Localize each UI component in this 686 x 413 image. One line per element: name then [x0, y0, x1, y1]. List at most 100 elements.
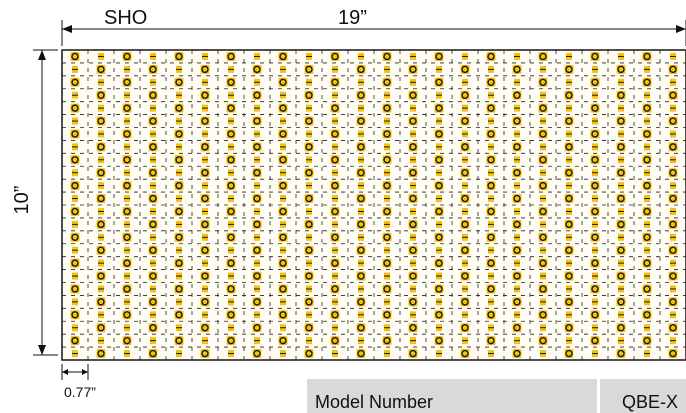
led-lens — [617, 91, 625, 99]
led-lens — [357, 65, 365, 74]
led-lens — [435, 181, 443, 190]
led-lens — [539, 285, 547, 293]
led-lens — [669, 91, 677, 99]
led-lens — [97, 220, 105, 229]
led-lens — [175, 52, 183, 61]
led-lens — [201, 194, 209, 203]
led-lens — [435, 130, 443, 138]
led-lens — [201, 349, 209, 358]
led-lens — [539, 259, 547, 267]
led-lens — [617, 220, 625, 229]
led-lens — [643, 181, 651, 190]
led-lens — [591, 311, 599, 319]
led-lens — [71, 259, 79, 267]
led-lens — [305, 324, 313, 332]
led-lens — [513, 169, 521, 177]
led-lens — [539, 336, 547, 345]
led-lens — [591, 156, 599, 164]
led-lens — [279, 207, 287, 216]
led-lens — [279, 78, 287, 86]
led-lens — [435, 207, 443, 216]
led-lens — [97, 117, 105, 125]
led-lens — [435, 156, 443, 164]
led-lens — [669, 349, 677, 358]
led-lens — [331, 311, 339, 319]
led-lens — [487, 78, 495, 86]
led-lens — [175, 78, 183, 86]
led-lens — [253, 298, 261, 306]
led-lens — [253, 194, 261, 203]
width-arrow-right — [676, 25, 686, 33]
led-lens — [357, 298, 365, 306]
led-lens — [461, 91, 469, 99]
led-lens — [305, 91, 313, 99]
led-lens — [669, 65, 677, 74]
led-lens — [409, 246, 417, 254]
led-lens — [201, 143, 209, 151]
led-lens — [253, 117, 261, 125]
led-lens — [149, 272, 157, 280]
led-lens — [71, 130, 79, 138]
led-lens — [357, 143, 365, 151]
led-lens — [175, 233, 183, 241]
led-lens — [409, 324, 417, 332]
led-lens — [435, 104, 443, 112]
led-lens — [539, 156, 547, 164]
led-lens — [253, 324, 261, 332]
led-lens — [71, 207, 79, 216]
led-lens — [357, 91, 365, 99]
led-lens — [539, 207, 547, 216]
led-lens — [383, 156, 391, 164]
led-lens — [149, 298, 157, 306]
led-lens — [331, 156, 339, 164]
led-lens — [669, 169, 677, 177]
led-lens — [435, 259, 443, 267]
led-lens — [253, 65, 261, 74]
led-lens — [175, 207, 183, 216]
led-lens — [435, 78, 443, 86]
led-lens — [513, 246, 521, 254]
led-lens — [591, 52, 599, 61]
led-lens — [149, 349, 157, 358]
led-lens — [565, 194, 573, 203]
led-lens — [97, 194, 105, 203]
led-lens — [617, 143, 625, 151]
led-lens — [617, 324, 625, 332]
led-lens — [331, 285, 339, 293]
led-lens — [643, 156, 651, 164]
led-lens — [305, 65, 313, 74]
led-lens — [617, 65, 625, 74]
led-lens — [357, 272, 365, 280]
led-lens — [513, 91, 521, 99]
led-lens — [201, 220, 209, 229]
led-lens — [565, 65, 573, 74]
led-lens — [279, 336, 287, 345]
led-lens — [461, 65, 469, 74]
led-lens — [279, 181, 287, 190]
led-lens — [201, 65, 209, 74]
led-lens — [591, 207, 599, 216]
led-lens — [149, 117, 157, 125]
led-lens — [643, 52, 651, 61]
spacing-dimension-label: 0.77” — [64, 384, 96, 400]
led-lens — [201, 272, 209, 280]
led-lens — [487, 52, 495, 61]
led-lens — [97, 324, 105, 332]
led-lens — [357, 194, 365, 203]
led-lens — [513, 143, 521, 151]
led-lens — [539, 311, 547, 319]
led-lens — [227, 311, 235, 319]
led-lens — [383, 104, 391, 112]
board-traces — [61, 49, 686, 361]
led-lens — [253, 143, 261, 151]
led-lens — [461, 143, 469, 151]
led-lens — [461, 272, 469, 280]
led-lens — [669, 194, 677, 203]
led-lens — [643, 78, 651, 86]
led-lens — [331, 130, 339, 138]
led-lens — [279, 52, 287, 61]
led-lens — [513, 65, 521, 74]
led-lens — [123, 181, 131, 190]
led-lens — [487, 207, 495, 216]
